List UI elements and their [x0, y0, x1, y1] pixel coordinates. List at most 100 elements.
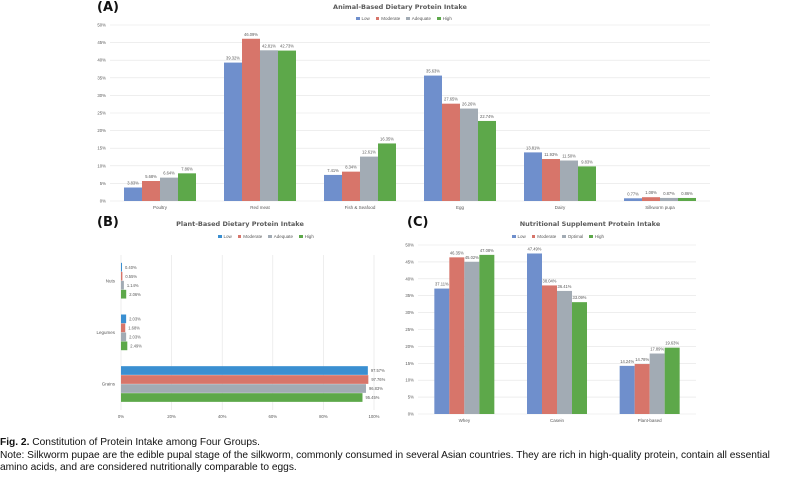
legend-label: High — [594, 234, 605, 239]
y-tick-label: 25% — [97, 111, 106, 116]
data-label: 47.49% — [528, 246, 542, 251]
legend-item-low: Low — [356, 16, 370, 21]
legend-label: Low — [361, 16, 370, 21]
y-tick-label: 15% — [405, 361, 414, 366]
data-label: 42.73% — [280, 44, 294, 49]
bar-moderate — [121, 375, 369, 384]
bar-low — [527, 253, 542, 414]
data-label: 97.57% — [371, 368, 385, 373]
bar-adequate — [121, 280, 124, 290]
panel-b-label: (B) — [97, 215, 119, 230]
legend-swatch — [356, 16, 360, 21]
data-label: 39.32% — [226, 56, 240, 61]
legend-swatch — [218, 234, 222, 239]
data-label: 96.83% — [369, 386, 383, 391]
data-label: 0.86% — [681, 191, 693, 196]
legend-item-moderate: Moderate — [375, 16, 401, 21]
bar-adequate — [260, 50, 278, 201]
data-label: 47.08% — [480, 248, 494, 253]
bar-low — [121, 262, 123, 272]
data-label: 46.35% — [450, 250, 464, 255]
bar-high — [121, 289, 127, 299]
bar-adequate — [121, 384, 366, 393]
data-label: 38.04% — [543, 278, 557, 283]
legend-item-high: High — [589, 234, 604, 239]
data-label: 7.41% — [327, 168, 339, 173]
data-label: 2.49% — [130, 344, 142, 349]
legend-swatch — [531, 234, 536, 239]
legend-label: High — [442, 16, 452, 21]
data-label: 16.35% — [380, 136, 394, 141]
y-tick-label: 5% — [100, 181, 106, 186]
legend-item-moderate: Moderate — [531, 234, 557, 239]
legend-item-adequate: Adequate — [268, 234, 293, 239]
bar-high — [572, 302, 587, 414]
x-tick-label: 20% — [167, 414, 176, 419]
legend-label: Moderate — [381, 16, 401, 21]
chart-b-plot: 0% 20% 40% 60% 80% 100% 0.40% 0.55% 1.14% 2.06% Nu… — [96, 255, 386, 419]
legend-label: Low — [223, 234, 232, 239]
bar-low — [224, 62, 242, 202]
legend-item-high: High — [437, 16, 452, 21]
bar-moderate — [442, 103, 460, 201]
data-label: 17.89% — [650, 347, 664, 352]
legend-swatch — [512, 234, 516, 239]
chart-a-title: Animal-Based Dietary Protein Intake — [333, 3, 467, 11]
bar-adequate — [460, 108, 478, 201]
chart-a-plot: 0% 5% 10% 15% 20% 25% 30% 35% 40% 45% 50% 3.83% 5.68… — [97, 23, 710, 210]
legend-item-low: Low — [218, 234, 232, 239]
data-label: 0.55% — [125, 274, 137, 279]
x-tick-label: 60% — [268, 414, 277, 419]
bar-adequate — [360, 156, 378, 201]
legend-swatch — [437, 16, 441, 21]
panel-c-label: (C) — [407, 215, 429, 230]
y-tick-label: 50% — [405, 243, 414, 248]
y-tick-label: 5% — [408, 395, 414, 400]
data-label: 19.63% — [665, 341, 679, 346]
legend-label: Optimal — [567, 234, 584, 239]
chart-c-legend: Low Moderate Optimal High — [512, 234, 604, 239]
data-label: 42.81% — [262, 43, 276, 48]
y-tick-label: 0% — [408, 412, 414, 417]
legend-label: Moderate — [243, 234, 263, 239]
legend-label: High — [304, 234, 314, 239]
chart-c-plot: 0% 5% 10% 15% 20% 25% 30% 35% 40% 45% 50% 37.11% 46.… — [405, 243, 696, 423]
bar-high — [478, 120, 496, 201]
data-label: 2.03% — [129, 317, 141, 322]
bar-moderate — [121, 323, 126, 333]
legend-swatch — [268, 234, 272, 239]
bar-adequate — [560, 160, 578, 201]
data-label: 35.63% — [426, 69, 440, 74]
bar-high — [178, 173, 196, 201]
data-label: 46.09% — [244, 32, 258, 37]
x-tick-label: Egg — [456, 205, 465, 210]
bar-adequate — [121, 332, 127, 342]
bar-low — [434, 288, 450, 414]
bar-high — [121, 341, 128, 351]
data-label: 95.45% — [365, 395, 379, 400]
bar-moderate — [342, 171, 360, 201]
legend-swatch — [562, 234, 566, 239]
legend-label: Adequate — [273, 234, 294, 239]
legend-item-optimal: Optimal — [562, 234, 583, 239]
y-tick-label: 10% — [405, 378, 414, 383]
bar-optimal — [649, 353, 665, 414]
chart-b-title: Plant-Based Dietary Protein Intake — [176, 220, 304, 228]
data-label: 9.83% — [581, 159, 593, 164]
y-tick-label: 45% — [405, 259, 414, 264]
chart-c-title: Nutritional Supplement Protein Intake — [519, 220, 661, 228]
y-tick-label: Nuts — [106, 278, 116, 283]
data-label: 11.93% — [544, 152, 558, 157]
bar-adequate — [660, 197, 678, 201]
legend-label: Moderate — [537, 234, 557, 239]
bar-low — [624, 198, 642, 201]
bar-low — [324, 174, 342, 201]
x-tick-label: Casein — [550, 418, 565, 423]
bar-moderate — [542, 159, 560, 201]
bar-high — [278, 50, 296, 202]
data-label: 26.26% — [462, 102, 476, 107]
bar-low — [121, 314, 127, 324]
data-label: 2.03% — [129, 335, 141, 340]
data-label: 0.40% — [125, 265, 137, 270]
bar-moderate — [634, 364, 650, 414]
